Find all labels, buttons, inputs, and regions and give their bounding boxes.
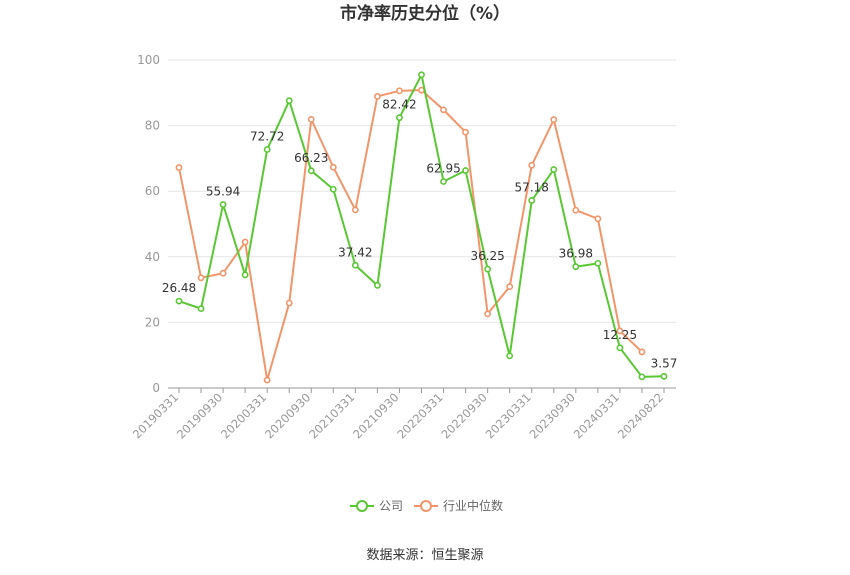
series-point-1-0[interactable] [175, 164, 183, 171]
series-point-1-18[interactable] [572, 206, 580, 214]
x-tick-label-20230331: 20230331 [483, 390, 534, 441]
series-point-0-2[interactable] [219, 201, 227, 208]
series-point-1-17[interactable] [550, 116, 558, 124]
series-point-0-18[interactable] [572, 263, 580, 271]
data-labels: 26.48 55.94 72.72 66.23 37.42 82.42 62.95 36.25… [162, 98, 678, 371]
data-label-20: 12.25 [603, 328, 637, 342]
series-point-1-3[interactable] [241, 238, 249, 246]
series-point-0-21[interactable] [638, 373, 646, 381]
data-label-22: 3.57 [651, 356, 678, 370]
series-point-1-15[interactable] [506, 283, 514, 291]
x-tick-label-20240331: 20240331 [571, 390, 622, 441]
data-source: 数据来源：恒生聚源 [366, 548, 483, 563]
grid-lines [168, 59, 676, 323]
y-tick-label-60: 60 [145, 184, 160, 198]
data-label-18: 36.98 [559, 247, 593, 261]
series-point-0-16[interactable] [528, 197, 536, 204]
series-point-1-14[interactable] [484, 310, 492, 318]
series-point-1-9[interactable] [374, 93, 381, 100]
x-tick-label-20220331: 20220331 [394, 390, 445, 441]
series-point-1-16[interactable] [528, 161, 536, 169]
legend-marker-0 [356, 500, 368, 512]
legend-item-0[interactable]: 公司 [350, 499, 403, 513]
chart-title: 市净率历史分位（%） [340, 3, 510, 24]
series-point-1-20[interactable] [616, 327, 624, 335]
data-label-4: 72.72 [250, 129, 284, 143]
series-line-0 [178, 73, 665, 378]
series-point-0-0[interactable] [175, 297, 183, 305]
series-point-0-14[interactable] [484, 265, 492, 273]
series-point-0-19[interactable] [594, 259, 602, 267]
y-tick-label-0: 0 [152, 381, 160, 395]
series-point-1-4[interactable] [263, 376, 271, 384]
legend-item-1[interactable]: 行业中位数 [414, 498, 503, 513]
series-point-0-10[interactable] [396, 114, 403, 122]
series-point-0-13[interactable] [462, 167, 469, 174]
data-label-12: 62.95 [426, 162, 460, 176]
legend[interactable]: 公司 行业中位数 [350, 498, 503, 513]
series-point-0-3[interactable] [241, 271, 249, 279]
series-point-0-12[interactable] [440, 178, 447, 185]
y-tick-label-40: 40 [145, 250, 160, 264]
series-point-1-12[interactable] [440, 106, 447, 114]
x-tick-label-20210930: 20210930 [350, 390, 401, 441]
y-tick-label-100: 100 [137, 53, 160, 67]
y-tick-label-80: 80 [145, 119, 160, 133]
series-layer [175, 71, 668, 384]
y-tick-label-20: 20 [145, 315, 160, 329]
series-point-0-9[interactable] [374, 281, 381, 289]
series-point-1-13[interactable] [462, 128, 469, 136]
legend-marker-1 [420, 500, 432, 512]
series-point-0-11[interactable] [418, 71, 425, 79]
series-0 [175, 71, 668, 381]
data-label-0: 26.48 [162, 281, 196, 295]
series-point-1-2[interactable] [219, 269, 227, 277]
series-point-0-4[interactable] [263, 146, 271, 153]
series-point-0-8[interactable] [351, 261, 359, 269]
x-tick-label-20190930: 20190930 [174, 390, 225, 441]
series-line-1 [178, 89, 643, 382]
series-point-0-17[interactable] [550, 166, 558, 173]
x-tick-label-20210331: 20210331 [306, 390, 357, 441]
series-1 [175, 86, 646, 384]
series-point-0-6[interactable] [307, 167, 315, 175]
series-point-0-5[interactable] [285, 97, 293, 105]
x-tick-label-20240822: 20240822 [615, 390, 666, 441]
data-label-14: 36.25 [470, 249, 504, 263]
legend-label-0: 公司 [379, 499, 403, 513]
series-point-1-7[interactable] [329, 163, 337, 171]
series-point-1-21[interactable] [638, 348, 646, 356]
x-tick-label-20200331: 20200331 [218, 390, 269, 441]
y-axis: 0 20 40 60 80 100 [137, 53, 160, 395]
series-point-0-1[interactable] [197, 305, 205, 313]
series-point-1-8[interactable] [351, 206, 359, 214]
legend-label-1: 行业中位数 [443, 498, 503, 513]
x-tick-label-20230930: 20230930 [527, 390, 578, 441]
data-label-6: 66.23 [294, 151, 328, 165]
series-point-1-1[interactable] [197, 274, 205, 282]
x-axis: 2019033120190930202003312020093020210331… [130, 387, 676, 442]
series-point-1-5[interactable] [285, 299, 293, 307]
series-point-0-15[interactable] [506, 352, 514, 360]
series-point-0-22[interactable] [660, 372, 668, 380]
series-point-1-6[interactable] [307, 115, 315, 123]
series-point-1-19[interactable] [594, 215, 602, 223]
series-point-0-20[interactable] [616, 344, 624, 352]
x-tick-label-20200930: 20200930 [262, 390, 313, 441]
series-point-1-10[interactable] [396, 87, 403, 95]
data-label-8: 37.42 [338, 245, 372, 259]
data-label-10: 82.42 [382, 98, 416, 112]
series-point-0-7[interactable] [329, 185, 337, 193]
data-label-16: 57.18 [515, 180, 549, 194]
x-tick-label-20220930: 20220930 [438, 390, 489, 441]
x-tick-label-20190331: 20190331 [130, 390, 181, 441]
data-label-2: 55.94 [206, 185, 240, 199]
